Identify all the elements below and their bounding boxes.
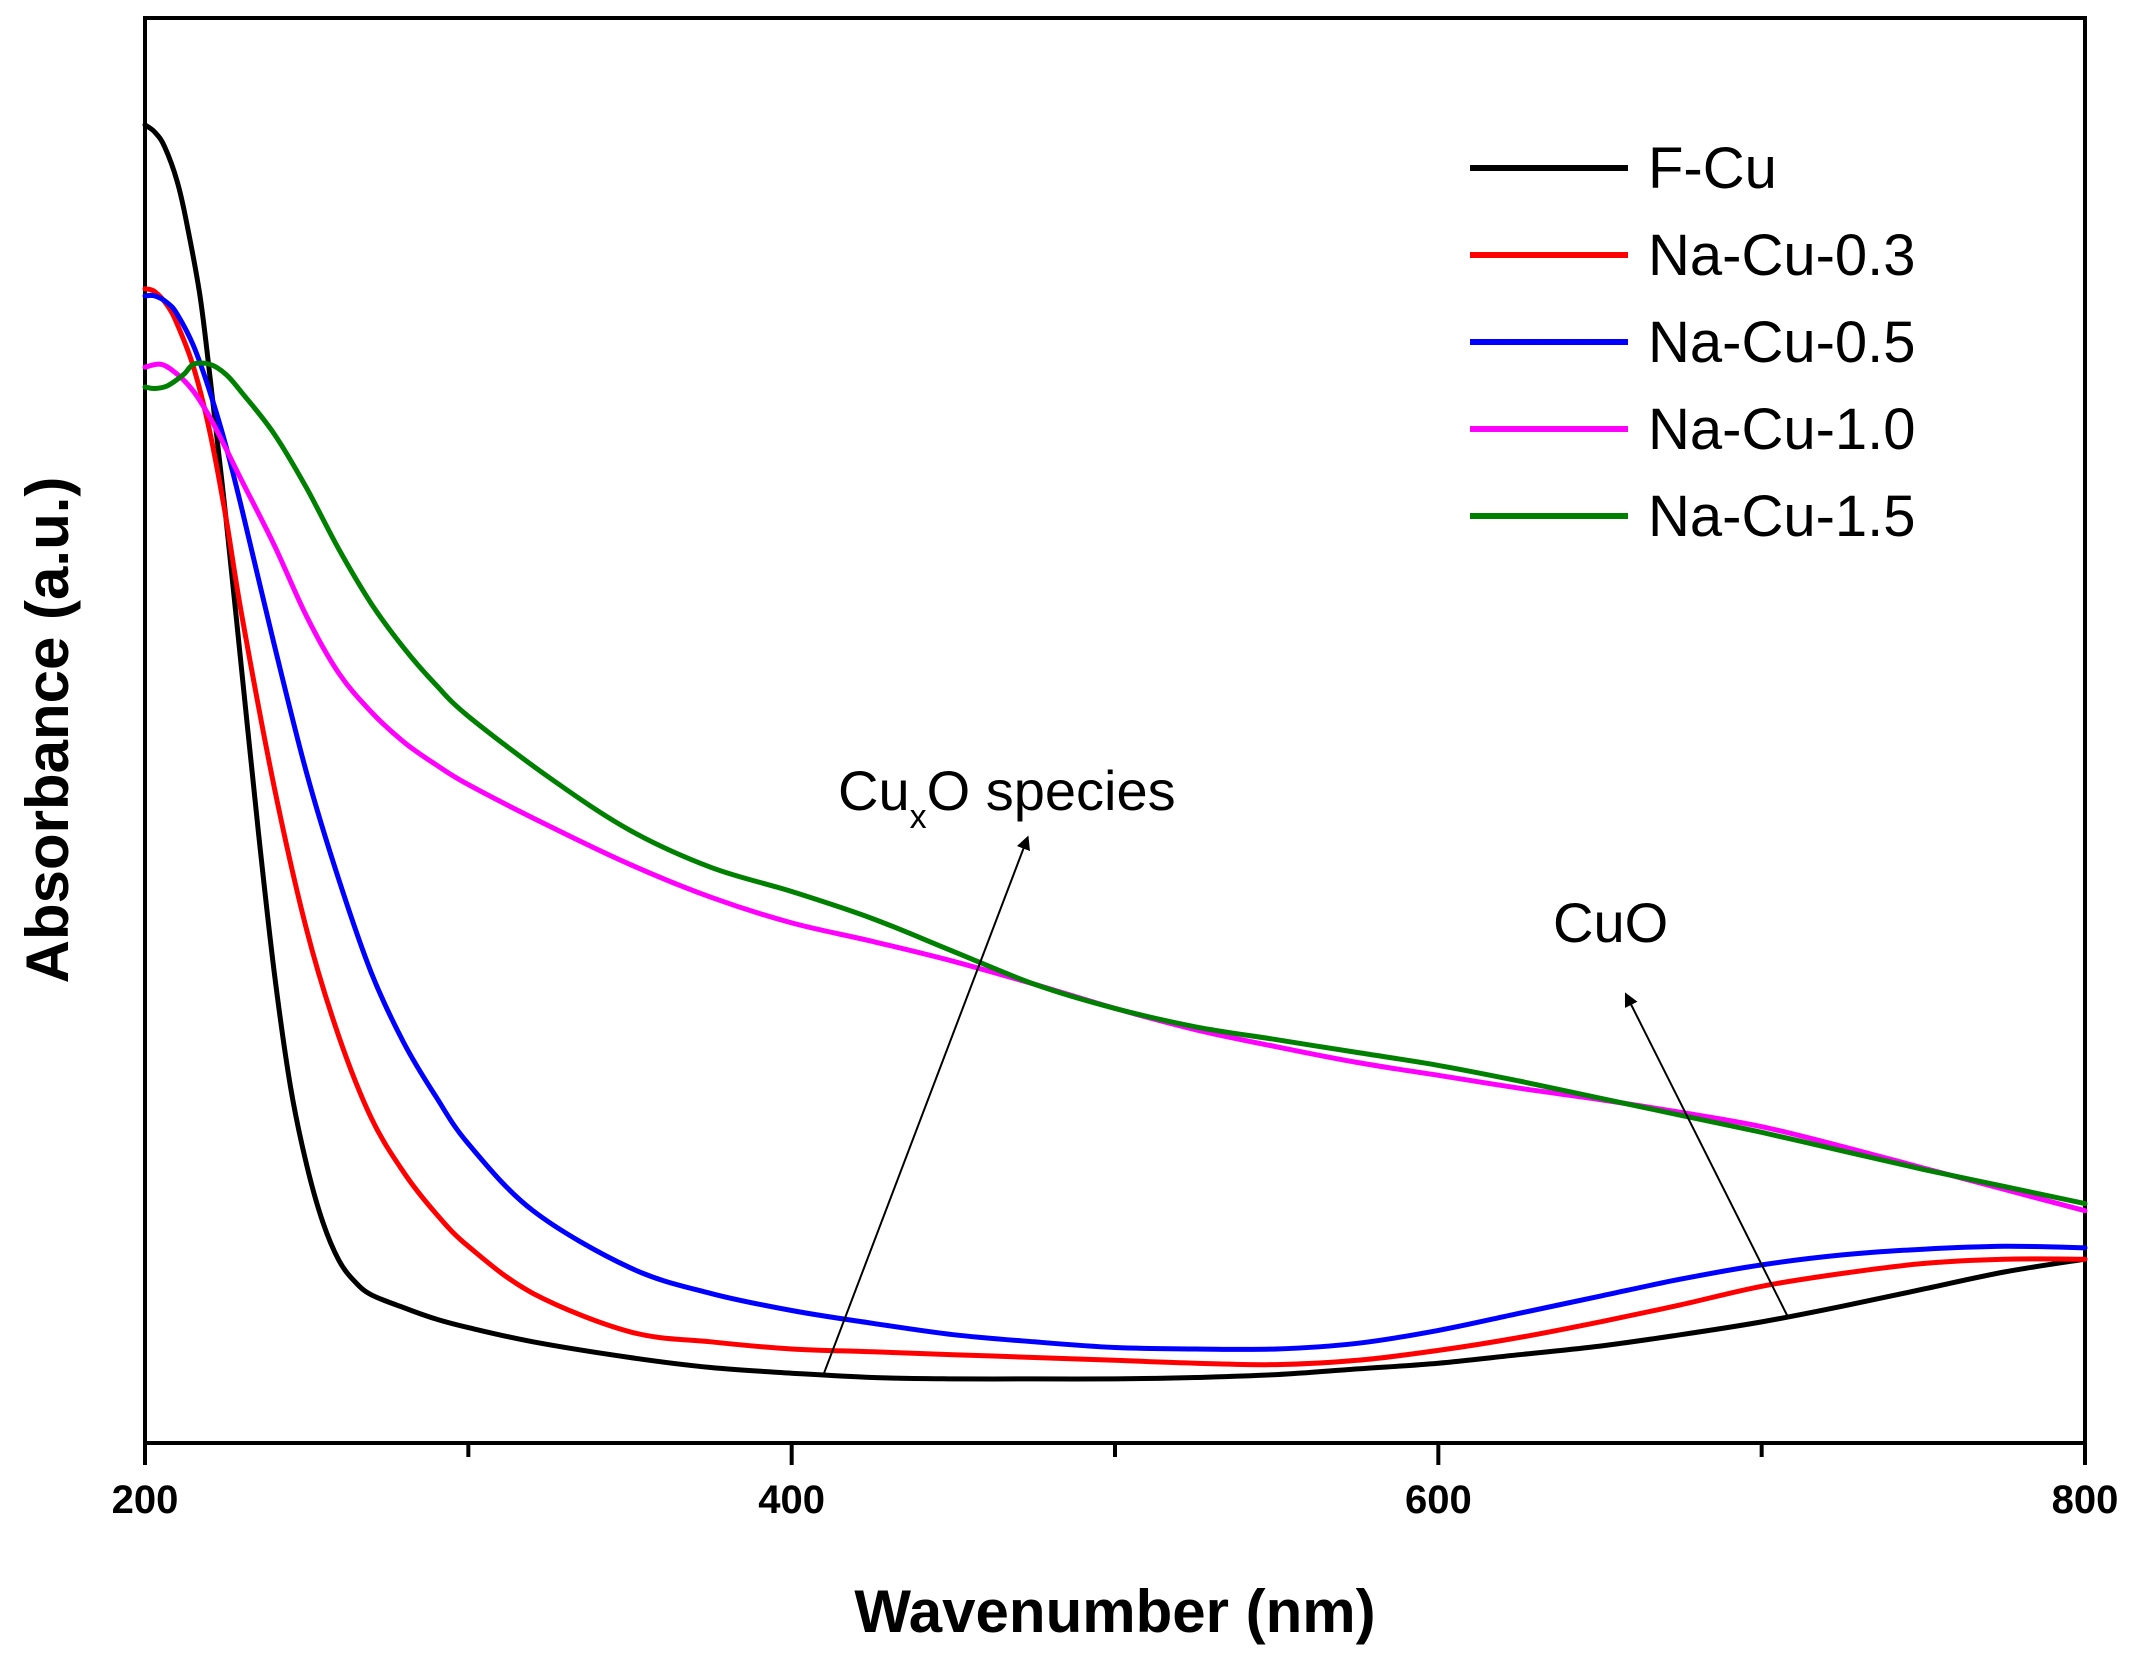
- series-line-na-cu-0-5: [142, 292, 2088, 1352]
- cuo-label: CuO: [1553, 891, 1668, 954]
- series-lines: [142, 122, 2088, 1382]
- x-tick-label: 200: [112, 1478, 179, 1522]
- x-axis-ticks: [143, 1443, 2087, 1465]
- legend-label: Na-Cu-0.3: [1648, 223, 1916, 288]
- y-axis-title: Absorbance (a.u.): [14, 477, 81, 984]
- x-axis-title: Wavenumber (nm): [854, 1578, 1375, 1645]
- legend-label: Na-Cu-0.5: [1648, 310, 1916, 375]
- legend-label: F-Cu: [1648, 136, 1777, 201]
- cuxo-species-label: CuxO species: [838, 759, 1176, 836]
- series-line-na-cu-1-5: [142, 360, 2088, 1207]
- cuxo-arrow: [823, 835, 1030, 1374]
- series-line-na-cu-0-3: [142, 286, 2088, 1368]
- legend-label: Na-Cu-1.5: [1648, 484, 1916, 549]
- x-tick-label: 400: [758, 1478, 825, 1522]
- x-axis-tick-labels: 200 400 600 800: [112, 1478, 2119, 1522]
- x-tick-label: 800: [2052, 1478, 2119, 1522]
- annotations: CuxO species CuO: [823, 759, 1789, 1374]
- legend-label: Na-Cu-1.0: [1648, 397, 1916, 462]
- cuo-arrow: [1624, 992, 1789, 1317]
- x-tick-label: 600: [1405, 1478, 1472, 1522]
- legend: F-Cu Na-Cu-0.3 Na-Cu-0.5 Na-Cu-1.0 Na-Cu-1.5: [1470, 136, 1916, 549]
